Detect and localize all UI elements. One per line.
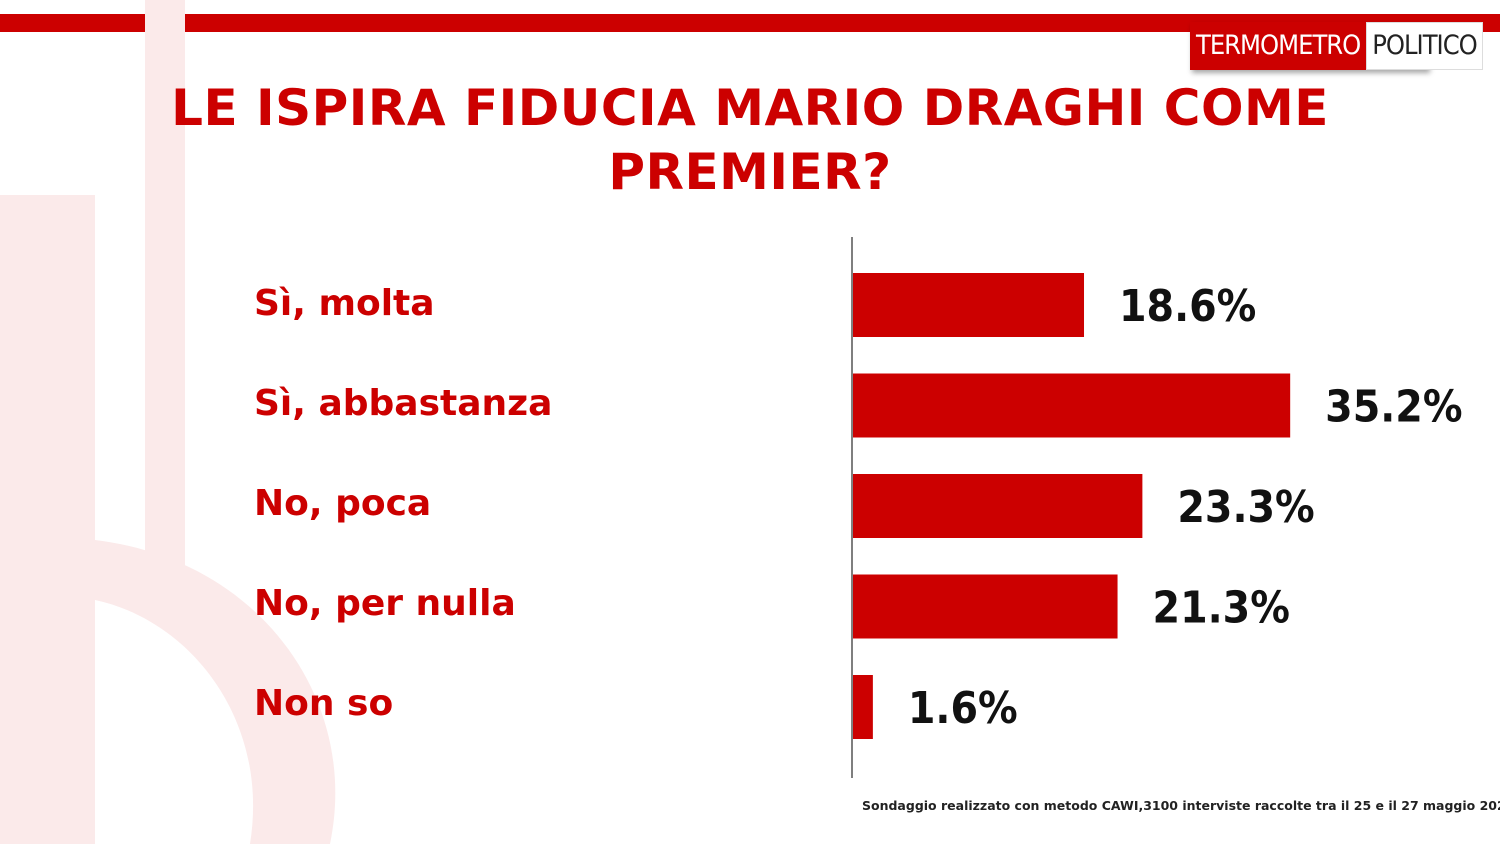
category-label-si-molta: Sì, molta — [254, 283, 435, 324]
category-label-si-abbastanza: Sì, abbastanza — [254, 383, 553, 424]
category-label-non-so: Non so — [254, 683, 394, 724]
bar-2 — [853, 474, 1143, 538]
value-label-2: 23.3% — [1177, 482, 1314, 533]
logo-text-left: TERMOMETRO — [1190, 22, 1367, 70]
value-label-4: 1.6% — [908, 683, 1018, 734]
chart-title-line-1: LE ISPIRA FIDUCIA MARIO DRAGHI COME — [171, 79, 1329, 137]
survey-footnote: Sondaggio realizzato con metodo CAWI,310… — [862, 798, 1500, 813]
category-label-no-poca: No, poca — [254, 483, 432, 524]
bar-4 — [853, 675, 873, 739]
bar-1 — [853, 373, 1291, 438]
top-red-bar — [0, 14, 1500, 32]
value-label-1: 35.2% — [1325, 382, 1462, 433]
value-label-3: 21.3% — [1153, 583, 1290, 634]
chart-title-line-2: PREMIER? — [608, 143, 892, 201]
termometro-politico-logo: TERMOMETRO POLITICO — [1190, 22, 1483, 70]
logo-text-right: POLITICO — [1366, 22, 1483, 70]
chart-title: LE ISPIRA FIDUCIA MARIO DRAGHI COME PREM… — [100, 76, 1400, 204]
bar-3 — [853, 574, 1118, 639]
value-label-0: 18.6% — [1119, 281, 1256, 332]
category-label-no-per-nulla: No, per nulla — [254, 583, 516, 624]
bar-0 — [853, 273, 1085, 337]
